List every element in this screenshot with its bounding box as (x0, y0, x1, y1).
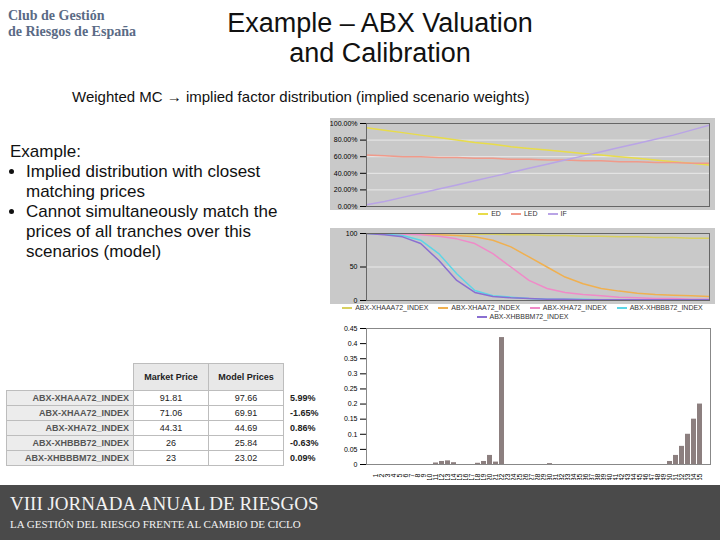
html-text:0.09%: 0.09% (290, 453, 316, 463)
html-text:IF: IF (560, 210, 567, 217)
svg-text:20.00%: 20.00% (334, 186, 358, 193)
html-text:Implied distribution with clos: Implied distribution with closest matchi… (26, 162, 261, 201)
html-text:ABX-XHAAA72_INDEX: ABX-XHAAA72_INDEX (32, 393, 129, 403)
svg-text:2: 2 (378, 473, 386, 478)
html-text:LA GESTIÓN DEL RIESGO FRENTE A: LA GESTIÓN DEL RIESGO FRENTE AL CAMBIO D… (10, 518, 301, 530)
svg-text:0: 0 (354, 461, 358, 468)
svg-text:100.00%: 100.00% (330, 120, 358, 127)
svg-text:0.3: 0.3 (348, 370, 358, 377)
svg-text:0.35: 0.35 (344, 355, 358, 362)
svg-text:0.45: 0.45 (344, 325, 358, 332)
svg-text:0.00%: 0.00% (338, 203, 358, 210)
svg-text:0.05: 0.05 (344, 446, 358, 453)
svg-text:7: 7 (408, 473, 416, 478)
svg-text:0.1: 0.1 (348, 431, 358, 438)
html-text:and Calibration: and Calibration (289, 38, 471, 68)
html-text:91.81: 91.81 (159, 393, 183, 403)
svg-text:3: 3 (384, 473, 392, 478)
html-text:Market Price: Market Price (144, 372, 198, 382)
svg-text:50: 50 (350, 263, 358, 270)
html-text:0.86%: 0.86% (290, 423, 316, 433)
html-text:-0.63%: -0.63% (290, 438, 319, 448)
svg-text:0.25: 0.25 (344, 385, 358, 392)
html-text:VIII JORNADA ANUAL DE RIESGOS: VIII JORNADA ANUAL DE RIESGOS (10, 493, 319, 514)
html-text:ABX-XHAA72_INDEX: ABX-XHAA72_INDEX (451, 304, 520, 311)
svg-text:60.00%: 60.00% (334, 153, 358, 160)
html-text:Cannot simultaneously match th: Cannot simultaneously match the prices o… (26, 202, 278, 261)
svg-text:4: 4 (390, 473, 398, 478)
svg-text:40.00%: 40.00% (334, 170, 358, 177)
html-text:71.06: 71.06 (159, 408, 183, 418)
html-text:Model Prices: Model Prices (218, 372, 274, 382)
svg-text:1: 1 (372, 473, 380, 478)
html-text:ABX-XHAA72_INDEX: ABX-XHAA72_INDEX (39, 408, 129, 418)
svg-text:80.00%: 80.00% (334, 136, 358, 143)
svg-text:8: 8 (414, 473, 422, 478)
html-text:ABX-XHA72_INDEX: ABX-XHA72_INDEX (542, 304, 607, 311)
html-text:69.91: 69.91 (234, 408, 258, 418)
html-text:LED: LED (523, 210, 538, 217)
html-text:Example – ABX Valuation: Example – ABX Valuation (227, 8, 533, 38)
html-text:Weighted MC → implied factor d: Weighted MC → implied factor distributio… (72, 88, 530, 105)
html-text:ABX-XHA72_INDEX: ABX-XHA72_INDEX (45, 423, 129, 433)
html-text:Example:: Example: (10, 142, 81, 161)
html-text:23.02: 23.02 (234, 453, 258, 463)
html-text:ED: ED (491, 210, 501, 217)
svg-text:55: 55 (696, 473, 703, 480)
html-text:-1.65%: -1.65% (290, 408, 319, 418)
html-text:Club de Gestión: Club de Gestión (8, 8, 105, 23)
svg-text:0.4: 0.4 (348, 340, 358, 347)
html-text:25.84: 25.84 (234, 438, 258, 448)
html-text:26: 26 (166, 438, 176, 448)
svg-text:0.15: 0.15 (344, 415, 358, 422)
svg-text:6: 6 (402, 473, 410, 478)
svg-text:0.2: 0.2 (348, 400, 358, 407)
svg-text:9: 9 (420, 473, 428, 478)
html-text:ABX-XHBBB72_INDEX: ABX-XHBBB72_INDEX (629, 304, 703, 311)
html-text:5.99%: 5.99% (290, 393, 316, 403)
html-text:ABX-XHBBBM72_INDEX: ABX-XHBBBM72_INDEX (489, 313, 569, 320)
html-text:97.66: 97.66 (234, 393, 258, 403)
svg-text:5: 5 (396, 473, 404, 478)
html-text:44.31: 44.31 (159, 423, 183, 433)
html-text:ABX-XHBBBM72_INDEX: ABX-XHBBBM72_INDEX (25, 453, 129, 463)
svg-text:100: 100 (346, 230, 358, 237)
html-text:ABX-XHAAA72_INDEX: ABX-XHAAA72_INDEX (355, 304, 429, 311)
html-text:de Riesgos de España: de Riesgos de España (8, 24, 136, 39)
svg-text:0: 0 (354, 297, 358, 304)
html-text:ABX-XHBBB72_INDEX: ABX-XHBBB72_INDEX (32, 438, 129, 448)
html-text:44.69: 44.69 (234, 423, 258, 433)
html-text:23: 23 (166, 453, 176, 463)
